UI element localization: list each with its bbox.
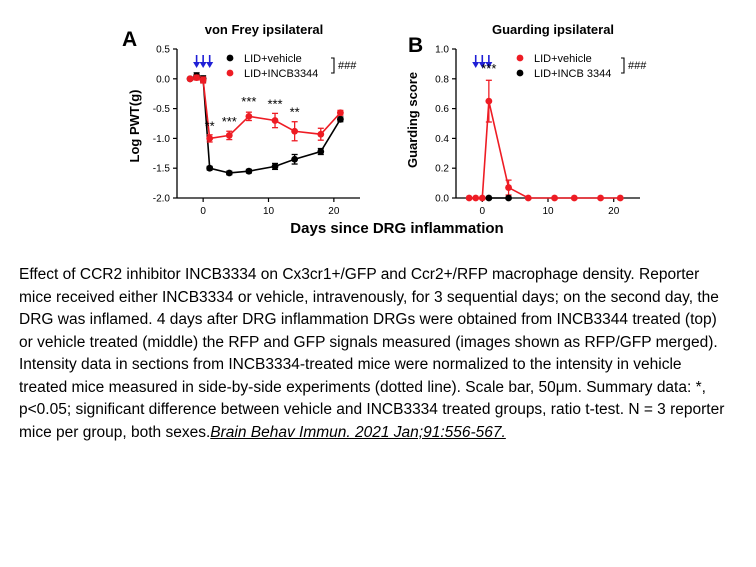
dosing-arrow-icon xyxy=(472,55,480,68)
data-point xyxy=(193,74,201,82)
data-point xyxy=(206,135,214,142)
legend-label: LID+vehicle xyxy=(244,53,302,65)
x-tick-label: 20 xyxy=(608,206,620,217)
data-point xyxy=(291,155,299,163)
x-tick-label: 0 xyxy=(200,206,206,217)
legend-marker xyxy=(226,54,234,62)
data-point xyxy=(478,194,486,202)
caption-text: Effect of CCR2 inhibitor INCB3334 on Cx3… xyxy=(19,266,725,441)
data-point xyxy=(317,148,325,155)
y-tick-label: 0.8 xyxy=(435,74,449,85)
panel-b-title: Guarding ipsilateral xyxy=(492,22,614,37)
panel-a-label: A xyxy=(122,28,137,51)
data-point xyxy=(597,194,604,202)
data-point xyxy=(336,115,344,123)
data-point xyxy=(225,169,233,177)
y-tick-label: -1.5 xyxy=(153,164,171,175)
y-tick-label: 0.4 xyxy=(435,134,449,145)
series-line xyxy=(469,100,621,199)
legend-marker xyxy=(516,69,524,77)
panel-b-plot: 0.00.20.40.60.81.00 10 20***LID+vehicleLID… xyxy=(435,45,647,218)
data-point xyxy=(186,75,194,83)
data-point xyxy=(206,164,214,172)
y-tick-label: 0.5 xyxy=(156,45,170,56)
y-tick-label: -0.5 xyxy=(153,104,171,115)
dosing-arrow-icon xyxy=(206,55,214,68)
x-tick-label: 10 xyxy=(542,206,554,217)
legend-label: LID+INCB 3344 xyxy=(534,68,611,80)
data-point xyxy=(465,194,473,202)
legend-label: LID+vehicle xyxy=(534,53,592,65)
data-point xyxy=(485,194,493,202)
dosing-arrow-icon xyxy=(199,55,207,68)
panel-b-label: B xyxy=(408,34,423,57)
data-point xyxy=(225,132,233,139)
data-point xyxy=(505,194,512,202)
legend-marker xyxy=(516,54,524,62)
significance-marker: ### xyxy=(338,60,357,72)
series-lid+incb-3344 xyxy=(485,194,512,202)
figure-caption: Effect of CCR2 inhibitor INCB3334 on Cx3… xyxy=(19,264,731,444)
legend-label: LID+INCB3344 xyxy=(244,68,318,80)
y-tick-label: 0.0 xyxy=(435,194,449,205)
legend-marker xyxy=(226,69,234,77)
data-point xyxy=(271,117,279,124)
y-tick-label: 0.6 xyxy=(435,104,449,115)
y-tick-label: -1.0 xyxy=(153,134,171,145)
series-lid+incb3344 xyxy=(186,74,344,143)
significance-annotation: *** xyxy=(241,94,256,109)
panel-a-ylabel: Log PWT(g) xyxy=(127,90,142,163)
legend-bracket xyxy=(621,57,625,74)
dosing-arrow-icon xyxy=(478,55,486,68)
data-point xyxy=(524,194,532,202)
legend: LID+vehicle LID+INCB 3344 ### xyxy=(516,53,647,80)
data-point xyxy=(472,194,480,202)
panel-b-ylabel: Guarding score xyxy=(405,72,420,168)
y-tick-label: -2.0 xyxy=(153,194,171,205)
data-point xyxy=(199,76,207,84)
data-point xyxy=(551,194,558,202)
data-point xyxy=(336,109,344,117)
data-point xyxy=(317,130,325,138)
data-point xyxy=(616,194,624,202)
significance-annotation: ** xyxy=(290,104,300,119)
y-tick-label: 0.2 xyxy=(435,164,449,175)
x-tick-label: 20 xyxy=(328,206,340,217)
significance-annotation: *** xyxy=(222,114,237,129)
data-point xyxy=(485,97,493,105)
y-tick-label: 0.0 xyxy=(156,74,170,85)
significance-marker: ### xyxy=(628,60,647,72)
panel-a-plot: 0.50.0-0.5-1.0-1.5-2.00 10 20** ****** *****… xyxy=(153,45,360,217)
citation-link[interactable]: Brain Behav Immun. 2021 Jan;91:556-567. xyxy=(210,423,506,441)
data-point xyxy=(291,127,299,135)
series-line xyxy=(189,76,341,140)
x-tick-label: 10 xyxy=(263,206,275,217)
legend: LID+vehicle LID+INCB3344 ### xyxy=(226,53,357,80)
dosing-arrow-icon xyxy=(485,55,493,68)
significance-annotation: ** xyxy=(205,119,215,134)
data-point xyxy=(570,194,578,202)
data-point xyxy=(245,112,253,120)
shared-xlabel: Days since DRG inflammation xyxy=(290,220,503,237)
data-point xyxy=(271,163,279,170)
dosing-arrow-icon xyxy=(193,55,201,68)
data-point xyxy=(245,167,253,175)
significance-annotation: *** xyxy=(267,97,282,112)
series-lid+vehicle xyxy=(465,79,624,202)
panel-a-title: von Frey ipsilateral xyxy=(205,22,324,37)
x-tick-label: 0 xyxy=(480,206,486,217)
legend-bracket xyxy=(331,57,335,74)
data-point xyxy=(505,184,512,191)
significance-annotation: *** xyxy=(481,61,496,76)
figure: A von Frey ipsilateral Log PWT(g) 0.5 0.0… xyxy=(122,22,647,237)
y-tick-label: 1.0 xyxy=(435,45,449,56)
